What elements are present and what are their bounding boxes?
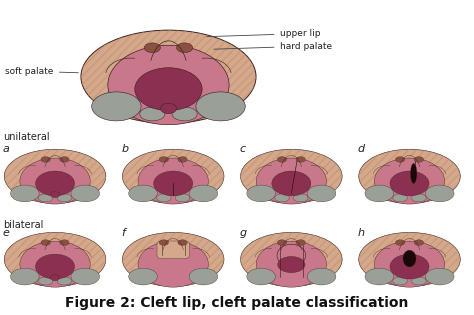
Text: g: g (239, 227, 246, 238)
Ellipse shape (403, 250, 416, 267)
Ellipse shape (159, 240, 169, 245)
FancyBboxPatch shape (157, 241, 190, 259)
Text: f: f (121, 227, 125, 238)
Ellipse shape (60, 240, 69, 245)
Ellipse shape (247, 268, 275, 285)
Ellipse shape (10, 268, 39, 285)
Ellipse shape (393, 194, 408, 202)
Ellipse shape (365, 268, 393, 285)
Ellipse shape (395, 157, 405, 162)
Text: bilateral: bilateral (3, 220, 44, 230)
Ellipse shape (411, 194, 426, 202)
Text: e: e (3, 227, 10, 238)
Ellipse shape (296, 240, 305, 245)
Ellipse shape (140, 107, 165, 121)
Text: soft palate: soft palate (5, 67, 78, 76)
Ellipse shape (138, 158, 209, 204)
Ellipse shape (393, 277, 408, 285)
Ellipse shape (395, 240, 405, 245)
Ellipse shape (41, 240, 50, 245)
Ellipse shape (390, 254, 429, 279)
Ellipse shape (128, 268, 157, 285)
Text: b: b (121, 145, 128, 154)
Ellipse shape (256, 241, 327, 287)
Ellipse shape (38, 194, 53, 202)
Ellipse shape (10, 185, 39, 202)
Ellipse shape (189, 185, 218, 202)
Text: Figure 2: Cleft lip, cleft palate classification: Figure 2: Cleft lip, cleft palate classi… (65, 295, 409, 310)
Ellipse shape (50, 192, 60, 198)
Ellipse shape (71, 268, 100, 285)
Ellipse shape (247, 185, 275, 202)
Ellipse shape (172, 107, 197, 121)
Ellipse shape (41, 157, 50, 162)
Text: upper lip: upper lip (207, 29, 320, 38)
Ellipse shape (296, 157, 305, 162)
Ellipse shape (20, 158, 90, 204)
Ellipse shape (293, 194, 308, 202)
Ellipse shape (36, 171, 74, 196)
Ellipse shape (425, 185, 454, 202)
Ellipse shape (272, 171, 311, 196)
Ellipse shape (307, 268, 336, 285)
Text: d: d (357, 145, 365, 154)
Ellipse shape (374, 241, 445, 287)
Ellipse shape (241, 232, 342, 286)
Ellipse shape (60, 157, 69, 162)
Ellipse shape (128, 185, 157, 202)
Ellipse shape (156, 194, 171, 202)
Ellipse shape (277, 157, 287, 162)
Ellipse shape (4, 149, 106, 203)
Ellipse shape (411, 277, 426, 285)
Text: a: a (3, 145, 10, 154)
Ellipse shape (390, 171, 429, 196)
Ellipse shape (414, 157, 424, 162)
Text: unilateral: unilateral (3, 132, 50, 142)
Ellipse shape (277, 244, 306, 266)
Ellipse shape (359, 232, 460, 286)
Ellipse shape (178, 157, 187, 162)
Ellipse shape (256, 158, 327, 204)
Text: h: h (357, 227, 365, 238)
Ellipse shape (189, 268, 218, 285)
Ellipse shape (38, 277, 53, 285)
Ellipse shape (196, 92, 245, 121)
Ellipse shape (20, 241, 90, 287)
Ellipse shape (159, 157, 169, 162)
Text: c: c (239, 145, 246, 154)
Text: hard palate: hard palate (214, 42, 332, 51)
Ellipse shape (278, 256, 305, 272)
Ellipse shape (57, 277, 72, 285)
Ellipse shape (365, 185, 393, 202)
Ellipse shape (71, 185, 100, 202)
Ellipse shape (81, 30, 256, 123)
Ellipse shape (135, 68, 202, 111)
Ellipse shape (160, 103, 176, 114)
Ellipse shape (374, 158, 445, 204)
Ellipse shape (4, 232, 106, 286)
Ellipse shape (307, 185, 336, 202)
Ellipse shape (122, 232, 224, 286)
Ellipse shape (410, 163, 417, 183)
Ellipse shape (425, 268, 454, 285)
Ellipse shape (154, 171, 193, 196)
Ellipse shape (91, 92, 141, 121)
Ellipse shape (414, 240, 424, 245)
Ellipse shape (178, 240, 187, 245)
Ellipse shape (122, 149, 224, 203)
Ellipse shape (108, 45, 229, 125)
Ellipse shape (176, 43, 193, 53)
Ellipse shape (144, 43, 160, 53)
Ellipse shape (50, 275, 60, 281)
Ellipse shape (36, 254, 74, 279)
Ellipse shape (359, 149, 460, 203)
Ellipse shape (175, 194, 190, 202)
Ellipse shape (275, 194, 289, 202)
Ellipse shape (138, 241, 209, 287)
Ellipse shape (57, 194, 72, 202)
Ellipse shape (277, 240, 287, 245)
Text: uvula: uvula (150, 109, 182, 120)
Ellipse shape (241, 149, 342, 203)
